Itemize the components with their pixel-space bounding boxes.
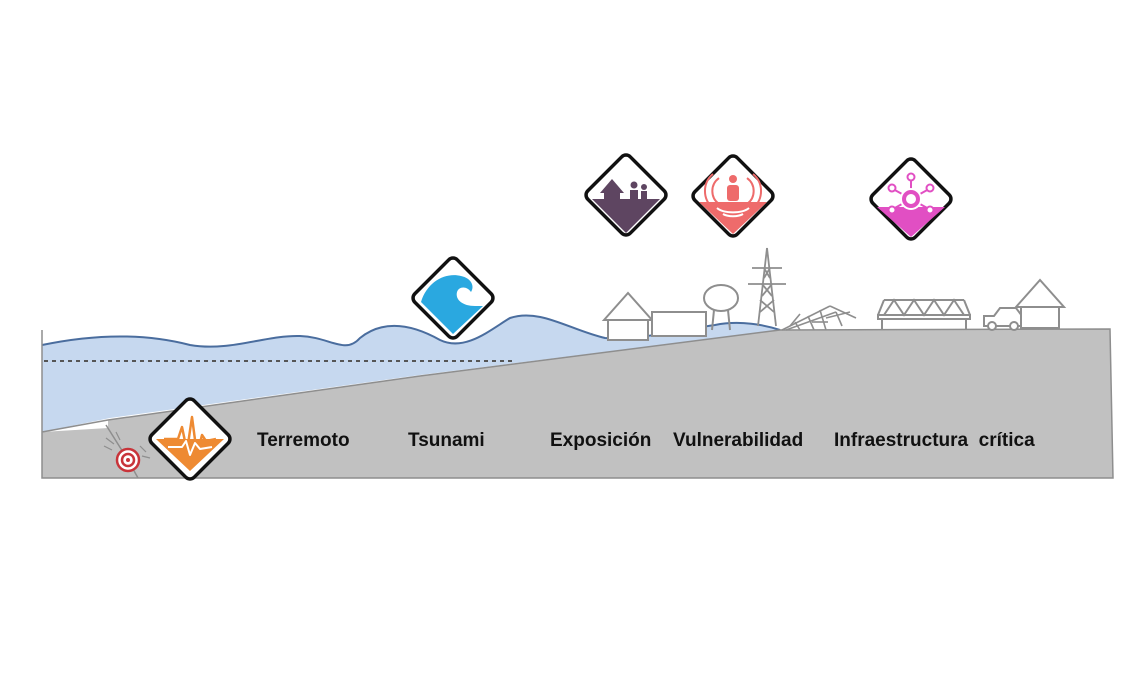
- label-tsunami: Tsunami: [408, 430, 485, 451]
- inland-house: [1013, 278, 1067, 329]
- wave-icon: [411, 256, 495, 340]
- label-critical-infrastructure: Infraestructura crítica: [834, 430, 1035, 451]
- ground-outline: [41, 328, 1114, 479]
- fault-tremor-marks: [103, 431, 151, 459]
- network-node-icon: [869, 157, 953, 241]
- epicenter-target-icon: [115, 447, 141, 473]
- ground: [42, 329, 1113, 478]
- label-vulnerability: Vulnerabilidad: [673, 430, 803, 451]
- power-pylon: [748, 247, 786, 327]
- label-earthquake: Terremoto: [257, 430, 350, 451]
- ocean-water: [42, 315, 780, 432]
- seismograph-icon: [148, 397, 232, 481]
- car: [983, 307, 1025, 331]
- label-exposure: Exposición: [550, 430, 651, 451]
- person-in-danger-icon: [691, 154, 775, 238]
- collapsed-pylons: [781, 305, 857, 331]
- bridge: [877, 298, 971, 330]
- house-and-people-icon: [584, 153, 668, 237]
- coastal-buildings: [601, 284, 739, 341]
